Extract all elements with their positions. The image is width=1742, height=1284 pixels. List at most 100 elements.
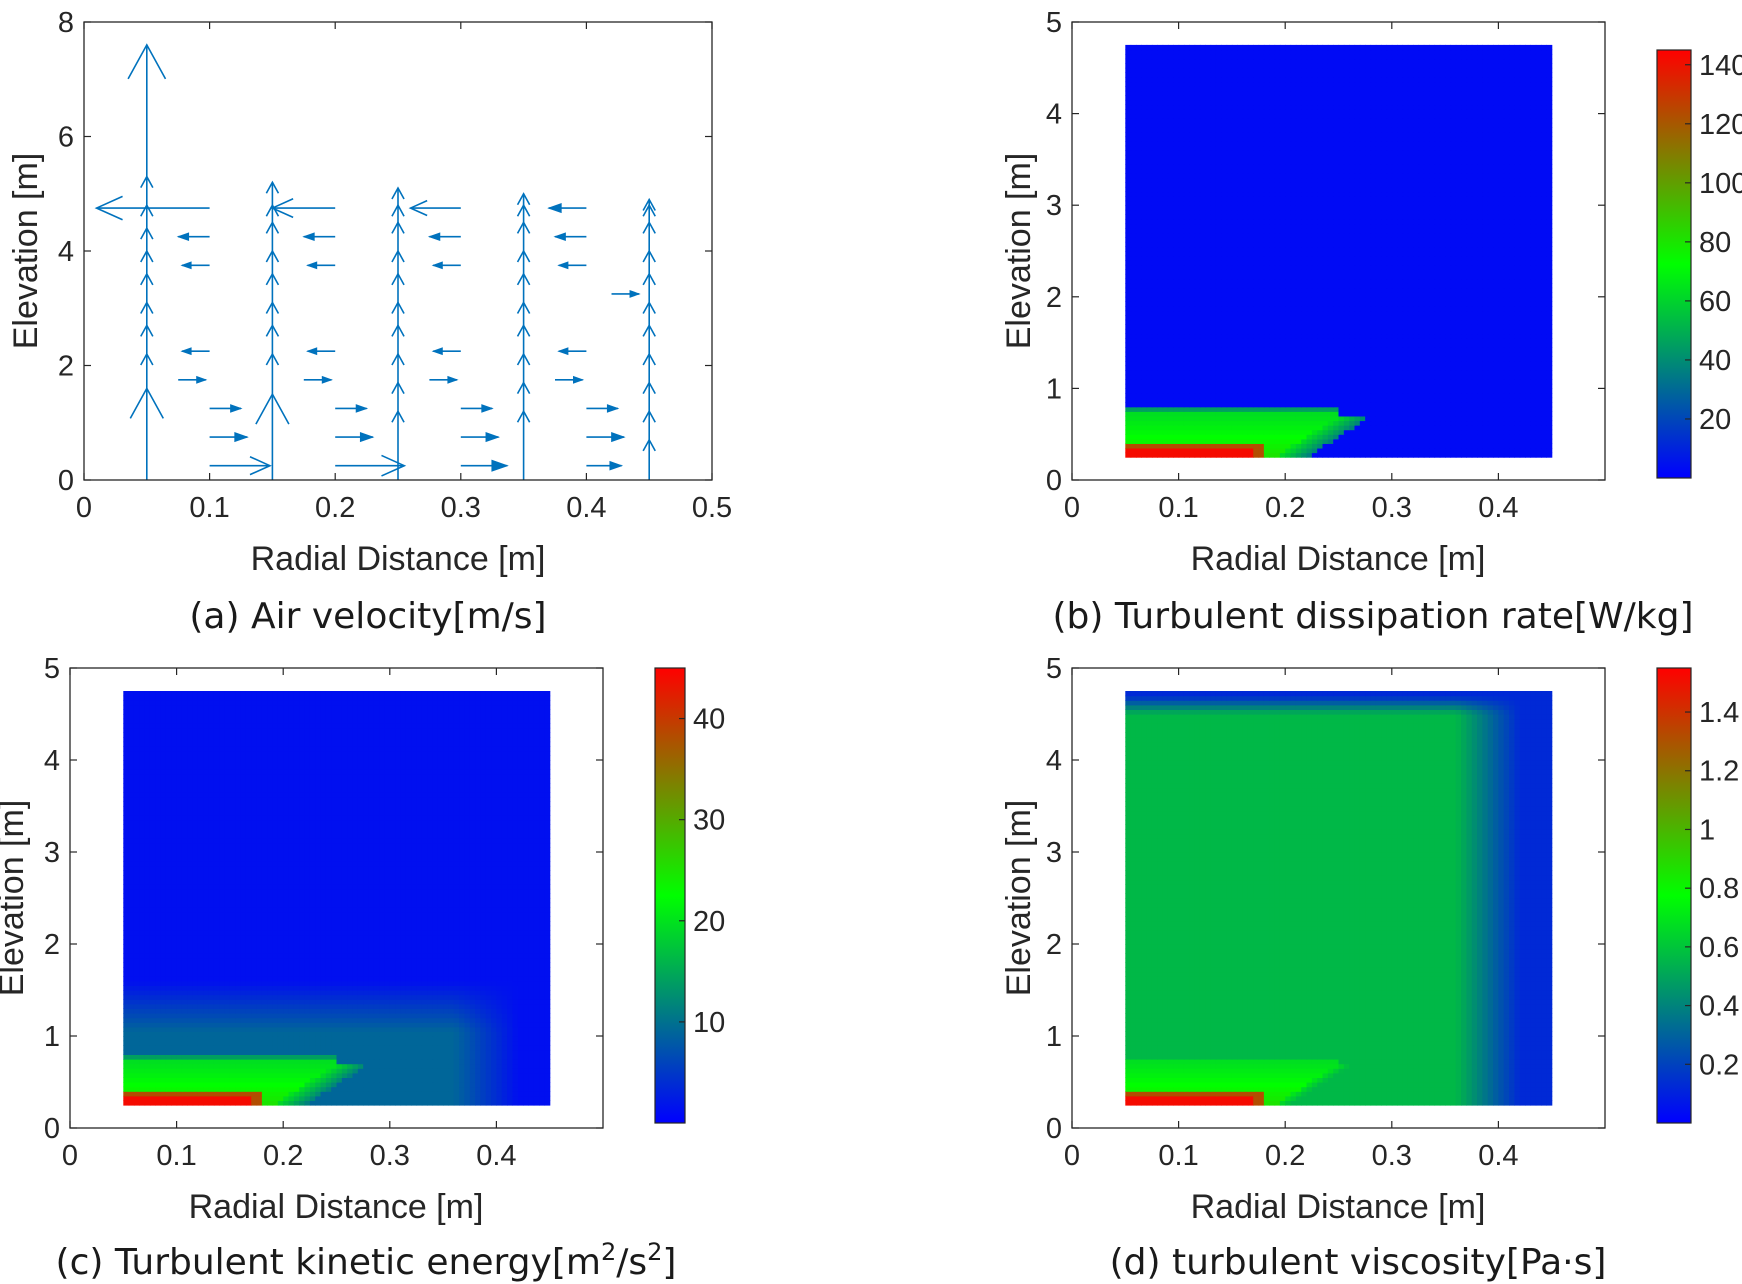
- heatmap-cell: [1509, 315, 1515, 320]
- heatmap-cell: [1365, 398, 1371, 403]
- heatmap-cell: [1360, 434, 1366, 439]
- heatmap-cell: [1291, 315, 1297, 320]
- heatmap-cell: [1536, 448, 1542, 453]
- heatmap-cell: [1291, 343, 1297, 348]
- heatmap-cell: [1328, 366, 1334, 371]
- heatmap-cell: [1280, 430, 1286, 435]
- heatmap-cell: [1227, 356, 1233, 361]
- heatmap-cell: [1301, 379, 1307, 384]
- heatmap-cell: [1291, 448, 1297, 453]
- heatmap-cell: [1370, 347, 1376, 352]
- heatmap-cell: [1520, 338, 1526, 343]
- heatmap-cell: [1296, 388, 1302, 393]
- heatmap-cell: [1418, 379, 1424, 384]
- heatmap-cell: [1307, 443, 1313, 448]
- heatmap-cell: [1386, 425, 1392, 430]
- heatmap-cell: [1237, 416, 1243, 421]
- heatmap-cell: [1344, 411, 1350, 416]
- heatmap-cell: [1168, 411, 1174, 416]
- heatmap-cell: [1259, 434, 1265, 439]
- heatmap-cell: [1136, 430, 1142, 435]
- heatmap-cell: [1205, 370, 1211, 375]
- heatmap-cell: [1189, 439, 1195, 444]
- heatmap-cell: [1520, 352, 1526, 357]
- heatmap-cell: [1189, 347, 1195, 352]
- heatmap-cell: [1536, 453, 1542, 458]
- heatmap-cell: [1504, 402, 1510, 407]
- heatmap-cell: [1498, 320, 1504, 325]
- heatmap-cell: [1461, 320, 1467, 325]
- heatmap-cell: [1493, 453, 1499, 458]
- heatmap-cell: [1413, 366, 1419, 371]
- heatmap-cell: [1413, 388, 1419, 393]
- heatmap-cell: [1466, 411, 1472, 416]
- heatmap-cell: [1312, 430, 1318, 435]
- heatmap-cell: [1189, 324, 1195, 329]
- heatmap-cell: [1514, 356, 1520, 361]
- heatmap-cell: [1339, 416, 1345, 421]
- heatmap-cell: [1333, 324, 1339, 329]
- heatmap-cell: [1253, 370, 1259, 375]
- heatmap-cell: [1520, 448, 1526, 453]
- heatmap-cell: [1227, 361, 1233, 366]
- heatmap-cell: [1173, 416, 1179, 421]
- heatmap-cell: [1243, 379, 1249, 384]
- heatmap-cell: [1216, 393, 1222, 398]
- heatmap-cell: [1179, 320, 1185, 325]
- horizontal-arrow-head: [492, 460, 507, 471]
- heatmap-cell: [1312, 343, 1318, 348]
- heatmap-cell: [1211, 443, 1217, 448]
- heatmap-cell: [1248, 420, 1254, 425]
- heatmap-cell: [1227, 439, 1233, 444]
- heatmap-cell: [1141, 320, 1147, 325]
- heatmap-cell: [1413, 398, 1419, 403]
- heatmap-cell: [1349, 379, 1355, 384]
- heatmap-cell: [1317, 420, 1323, 425]
- heatmap-cell: [1386, 407, 1392, 412]
- heatmap-cell: [1275, 356, 1281, 361]
- heatmap-cell: [1504, 420, 1510, 425]
- heatmap-cell: [1525, 393, 1531, 398]
- heatmap-cell: [1536, 361, 1542, 366]
- heatmap-cell: [1296, 384, 1302, 389]
- heatmap-cell: [1285, 434, 1291, 439]
- heatmap-cell: [1493, 388, 1499, 393]
- heatmap-cell: [1168, 370, 1174, 375]
- heatmap-cell: [1349, 443, 1355, 448]
- heatmap-cell: [1291, 324, 1297, 329]
- heatmap-cell: [1141, 366, 1147, 371]
- heatmap-cell: [1259, 361, 1265, 366]
- heatmap-cell: [1370, 416, 1376, 421]
- heatmap-cell: [1493, 343, 1499, 348]
- heatmap-cell: [1520, 411, 1526, 416]
- heatmap-cell: [1269, 356, 1275, 361]
- heatmap-cell: [1205, 356, 1211, 361]
- heatmap-cell: [1131, 315, 1137, 320]
- heatmap-cell: [1243, 315, 1249, 320]
- heatmap-cell: [1216, 425, 1222, 430]
- heatmap-cell: [1493, 356, 1499, 361]
- heatmap-cell: [1402, 425, 1408, 430]
- heatmap-cell: [1424, 329, 1430, 334]
- heatmap-cell: [1173, 439, 1179, 444]
- heatmap-cell: [1147, 384, 1153, 389]
- heatmap-cell: [1189, 361, 1195, 366]
- heatmap-cell: [1275, 425, 1281, 430]
- heatmap-cell: [1504, 329, 1510, 334]
- heatmap-cell: [1216, 402, 1222, 407]
- heatmap-cell: [1493, 333, 1499, 338]
- heatmap-cell: [1131, 352, 1137, 357]
- heatmap-cell: [1360, 416, 1366, 421]
- heatmap-cell: [1504, 320, 1510, 325]
- heatmap-cell: [1370, 425, 1376, 430]
- heatmap-cell: [1546, 347, 1552, 352]
- heatmap-cell: [1488, 352, 1494, 357]
- heatmap-cell: [1141, 430, 1147, 435]
- heatmap-cell: [1163, 448, 1169, 453]
- heatmap-cell: [1498, 352, 1504, 357]
- heatmap-cell: [1504, 379, 1510, 384]
- heatmap-cell: [1253, 379, 1259, 384]
- heatmap-cell: [1381, 388, 1387, 393]
- horizontal-arrow-head: [448, 377, 457, 383]
- heatmap-cell: [1253, 416, 1259, 421]
